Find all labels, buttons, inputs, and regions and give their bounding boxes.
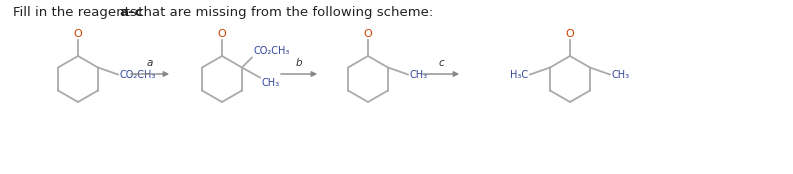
Text: a: a bbox=[147, 58, 153, 68]
Text: O: O bbox=[565, 29, 574, 39]
Text: CO₂CH₃: CO₂CH₃ bbox=[120, 69, 156, 80]
Text: O: O bbox=[74, 29, 82, 39]
Text: CO₂CH₃: CO₂CH₃ bbox=[254, 46, 290, 57]
Text: CH₃: CH₃ bbox=[262, 77, 280, 88]
Text: b: b bbox=[296, 58, 302, 68]
Text: c: c bbox=[438, 58, 444, 68]
Text: CH₃: CH₃ bbox=[612, 69, 630, 80]
Text: O: O bbox=[217, 29, 226, 39]
Text: Fill in the reagents: Fill in the reagents bbox=[13, 6, 141, 19]
Text: CH₃: CH₃ bbox=[410, 69, 428, 80]
Text: O: O bbox=[364, 29, 373, 39]
Text: that are missing from the following scheme:: that are missing from the following sche… bbox=[134, 6, 434, 19]
Text: H₃C: H₃C bbox=[510, 69, 528, 80]
Text: a–c: a–c bbox=[119, 6, 143, 19]
